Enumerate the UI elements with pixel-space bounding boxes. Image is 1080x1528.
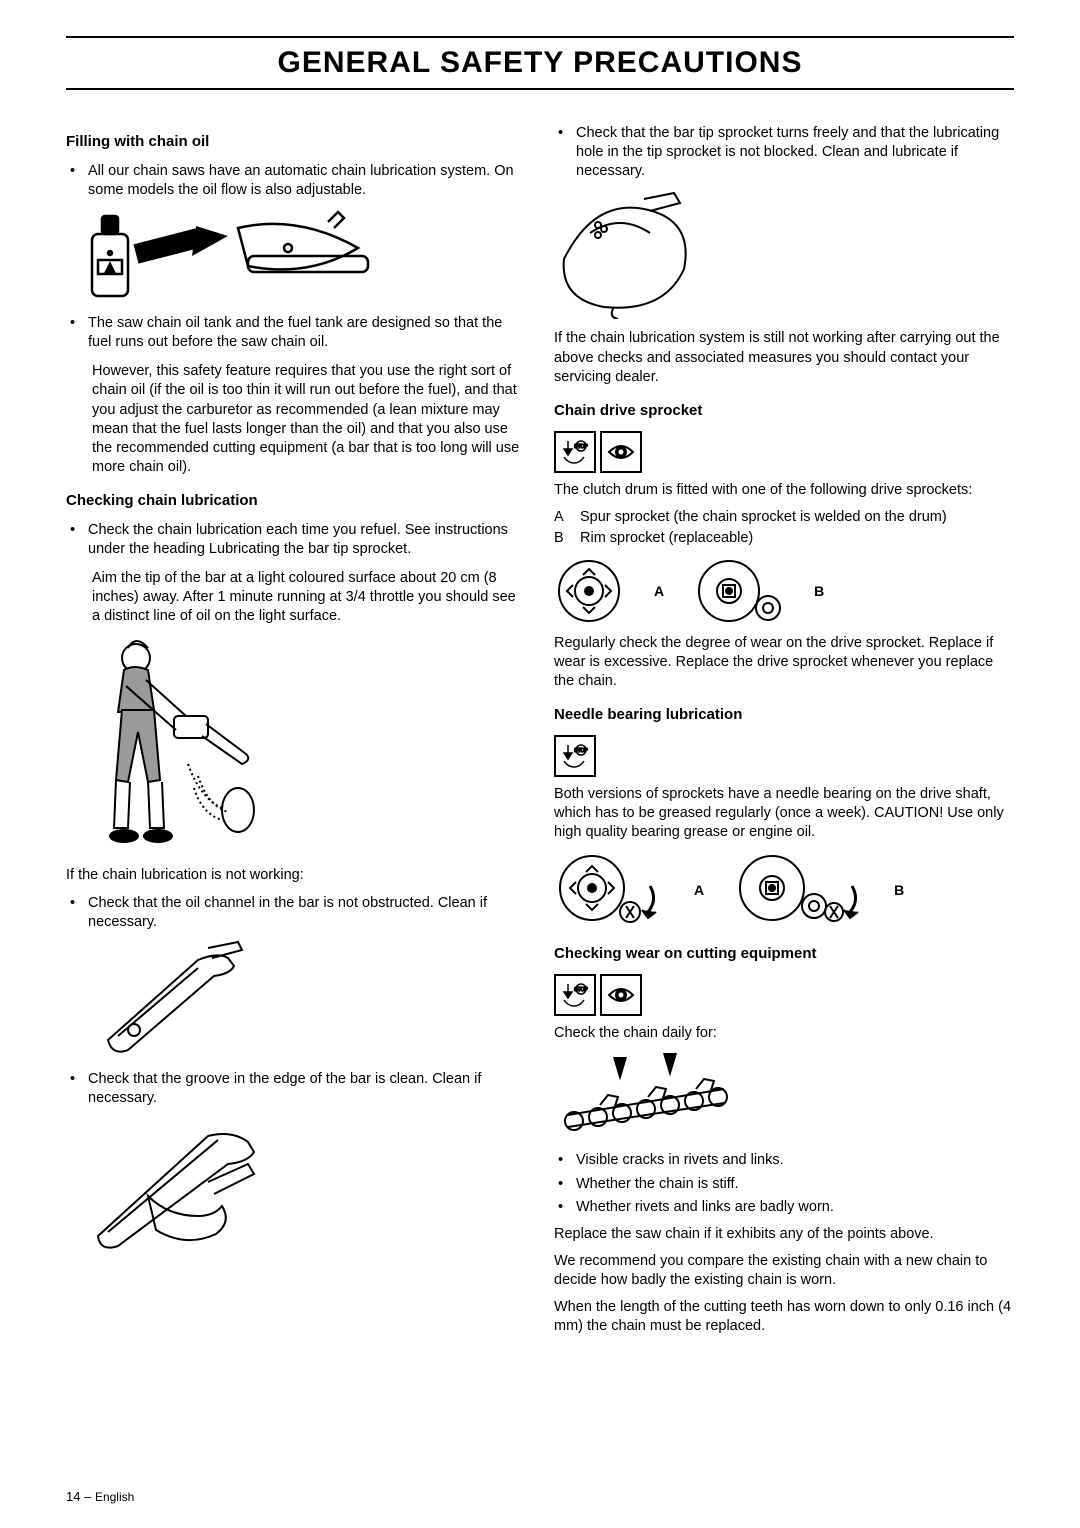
figure-operator <box>66 636 526 856</box>
label-a: A <box>694 881 704 899</box>
list-text: The saw chain oil tank and the fuel tank… <box>88 314 526 352</box>
label-a: A <box>654 582 664 600</box>
figure-oil-bottle-saw <box>66 208 526 304</box>
heading-checking-lubrication: Checking chain lubrication <box>66 491 526 511</box>
sprocket-a-grease-icon <box>554 850 664 930</box>
heading-filling-oil: Filling with chain oil <box>66 132 526 152</box>
svg-text:STOP: STOP <box>574 444 588 450</box>
sprocket-a-icon <box>554 556 624 626</box>
heading-checking-wear: Checking wear on cutting equipment <box>554 944 1014 964</box>
eye-icon <box>600 974 642 1016</box>
bullet-icon: • <box>66 521 88 559</box>
sprocket-b-icon <box>694 556 784 626</box>
list-text: Check that the groove in the edge of the… <box>88 1070 526 1108</box>
bullet-icon: • <box>66 162 88 200</box>
page-number: 14 <box>66 1489 80 1504</box>
list-item: • The saw chain oil tank and the fuel ta… <box>66 314 526 352</box>
paragraph: However, this safety feature requires th… <box>66 362 526 477</box>
heading-chain-drive-sprocket: Chain drive sprocket <box>554 401 1014 421</box>
bullet-icon: • <box>66 1070 88 1108</box>
svg-text:STOP: STOP <box>574 987 588 993</box>
icon-row: STOP <box>554 974 1014 1016</box>
list-item: • Check that the bar tip sprocket turns … <box>554 124 1014 181</box>
list-text: Whether the chain is stiff. <box>576 1175 1014 1194</box>
list: • The saw chain oil tank and the fuel ta… <box>66 314 526 352</box>
list-text: Whether rivets and links are badly worn. <box>576 1198 1014 1217</box>
paragraph: We recommend you compare the existing ch… <box>554 1252 1014 1290</box>
eye-icon <box>600 431 642 473</box>
sprocket-b-grease-icon <box>734 850 864 930</box>
paragraph: Both versions of sprockets have a needle… <box>554 785 1014 842</box>
page-footer: 14 – English <box>66 1489 134 1504</box>
text-b: Rim sprocket (replaceable) <box>580 529 753 548</box>
list-item: •Visible cracks in rivets and links. <box>554 1151 1014 1170</box>
paragraph: When the length of the cutting teeth has… <box>554 1298 1014 1336</box>
figure-clean-channel <box>66 940 526 1060</box>
list-text: Check that the oil channel in the bar is… <box>88 894 526 932</box>
list-item: • All our chain saws have an automatic c… <box>66 162 526 200</box>
list-item: • Check that the groove in the edge of t… <box>66 1070 526 1108</box>
right-column: • Check that the bar tip sprocket turns … <box>554 118 1014 1344</box>
figure-sprockets-grease: A B <box>554 850 1014 930</box>
bullet-icon: • <box>66 314 88 352</box>
list-text: All our chain saws have an automatic cha… <box>88 162 526 200</box>
list: •Visible cracks in rivets and links. •Wh… <box>554 1151 1014 1216</box>
list: • Check that the oil channel in the bar … <box>66 894 526 932</box>
figure-chain-check <box>554 1051 1014 1141</box>
figure-sprockets-ab: A B <box>554 556 1014 626</box>
footer-lang: English <box>95 1490 134 1504</box>
bullet-icon: • <box>554 1151 576 1170</box>
list-text: Check that the bar tip sprocket turns fr… <box>576 124 1014 181</box>
bullet-icon: • <box>66 894 88 932</box>
stop-arrow-icon: STOP <box>554 735 596 777</box>
bullet-icon: • <box>554 124 576 181</box>
left-column: Filling with chain oil • All our chain s… <box>66 118 526 1344</box>
svg-text:STOP: STOP <box>574 748 588 754</box>
rule-top <box>66 36 1014 38</box>
list-text: Visible cracks in rivets and links. <box>576 1151 1014 1170</box>
stop-arrow-icon: STOP <box>554 431 596 473</box>
page-title: GENERAL SAFETY PRECAUTIONS <box>66 44 1014 82</box>
list-text: Check the chain lubrication each time yo… <box>88 521 526 559</box>
definition-row: A Spur sprocket (the chain sprocket is w… <box>554 508 1014 527</box>
text-a: Spur sprocket (the chain sprocket is wel… <box>580 508 947 527</box>
label-b: B <box>554 529 572 548</box>
paragraph: Regularly check the degree of wear on th… <box>554 634 1014 691</box>
list-item: • Check the chain lubrication each time … <box>66 521 526 559</box>
list: • All our chain saws have an automatic c… <box>66 162 526 200</box>
list: • Check that the groove in the edge of t… <box>66 1070 526 1108</box>
stop-arrow-icon: STOP <box>554 974 596 1016</box>
paragraph: If the chain lubrication is not working: <box>66 866 526 885</box>
footer-sep: – <box>80 1489 94 1504</box>
paragraph: If the chain lubrication system is still… <box>554 329 1014 386</box>
list-item: • Check that the oil channel in the bar … <box>66 894 526 932</box>
heading-needle-bearing: Needle bearing lubrication <box>554 705 1014 725</box>
columns: Filling with chain oil • All our chain s… <box>66 118 1014 1344</box>
paragraph: Aim the tip of the bar at a light colour… <box>66 569 526 626</box>
paragraph: The clutch drum is fitted with one of th… <box>554 481 1014 500</box>
list: • Check that the bar tip sprocket turns … <box>554 124 1014 181</box>
list-item: •Whether the chain is stiff. <box>554 1175 1014 1194</box>
label-b: B <box>814 582 824 600</box>
paragraph: Check the chain daily for: <box>554 1024 1014 1043</box>
label-b: B <box>894 881 904 899</box>
bullet-icon: • <box>554 1175 576 1194</box>
icon-row: STOP <box>554 735 1014 777</box>
list: • Check the chain lubrication each time … <box>66 521 526 559</box>
bullet-icon: • <box>554 1198 576 1217</box>
definition-row: B Rim sprocket (replaceable) <box>554 529 1014 548</box>
figure-bar-tip <box>554 189 1014 319</box>
paragraph: Replace the saw chain if it exhibits any… <box>554 1225 1014 1244</box>
rule-bottom <box>66 88 1014 90</box>
label-a: A <box>554 508 572 527</box>
list-item: •Whether rivets and links are badly worn… <box>554 1198 1014 1217</box>
icon-row: STOP <box>554 431 1014 473</box>
figure-clean-groove <box>66 1116 526 1256</box>
